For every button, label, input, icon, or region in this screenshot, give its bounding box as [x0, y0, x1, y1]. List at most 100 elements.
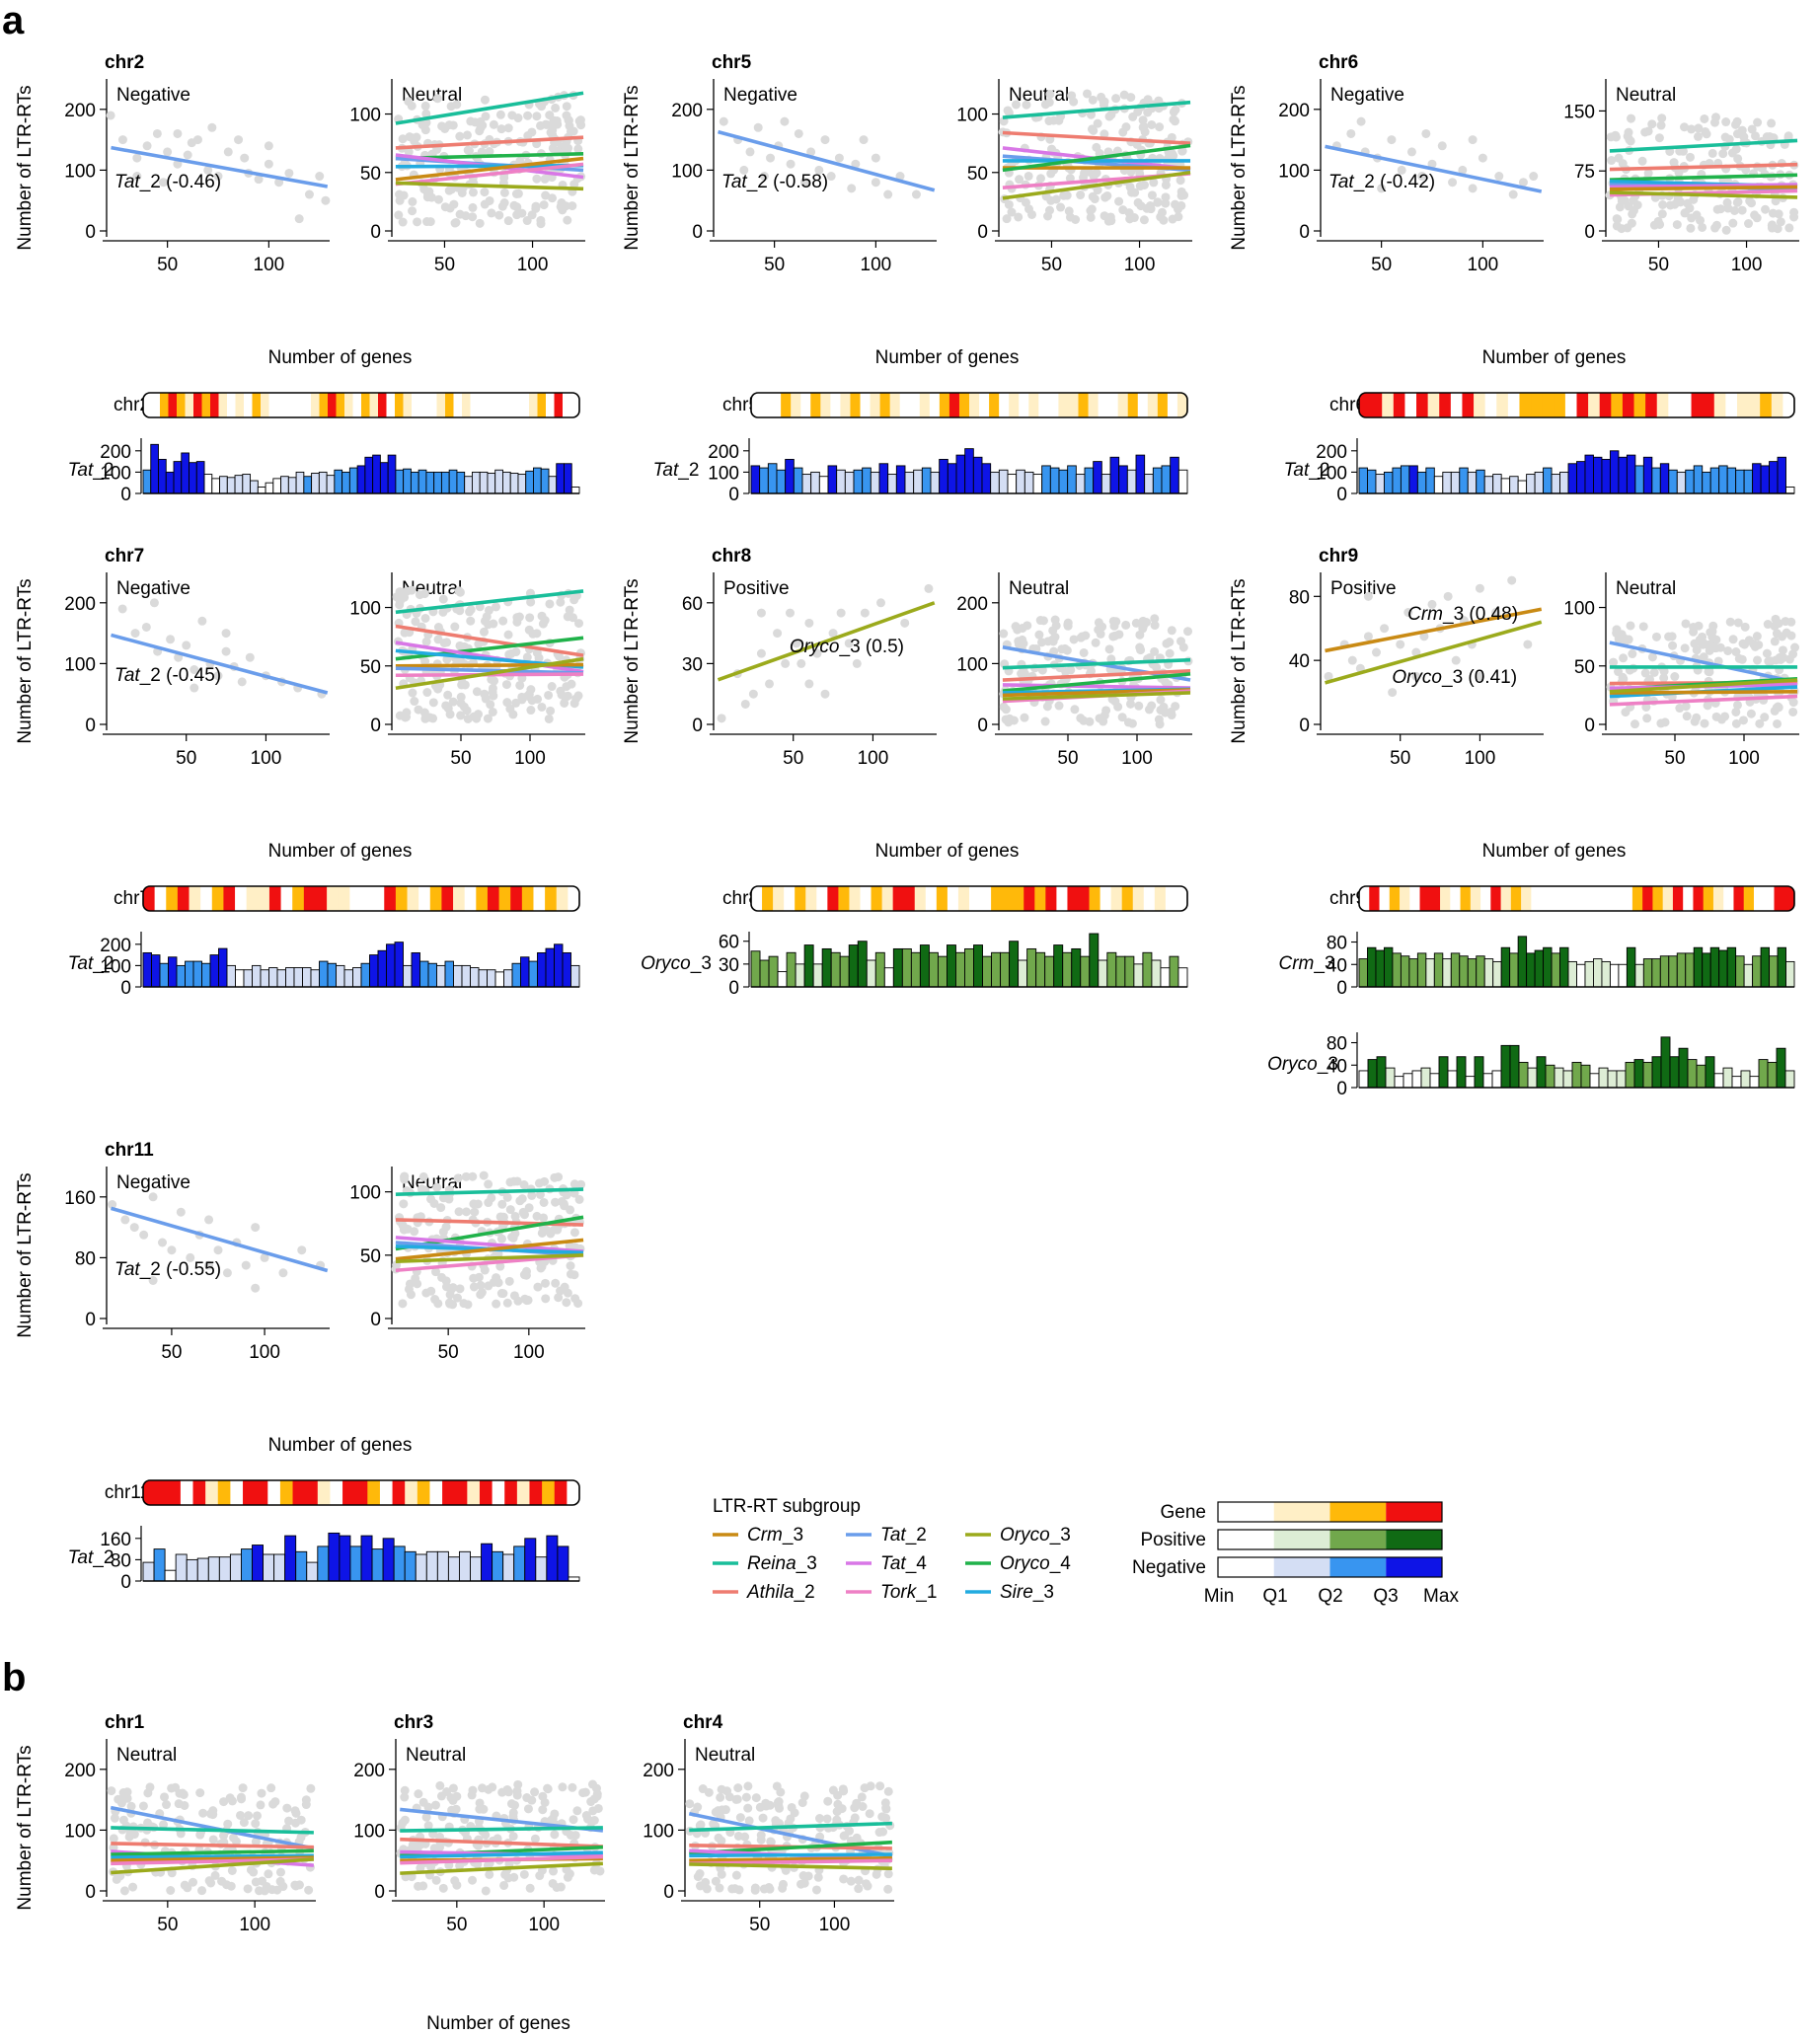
- ideogram-band: [143, 1480, 157, 1505]
- data-point: [498, 616, 508, 626]
- label-suffix-part: _3: [690, 953, 712, 974]
- data-point: [1023, 621, 1032, 631]
- data-point: [1324, 671, 1333, 681]
- ideogram-band: [498, 886, 511, 911]
- data-point: [523, 131, 533, 141]
- y-tick-label: 100: [349, 599, 381, 620]
- bar: [1696, 1064, 1706, 1089]
- data-point: [1118, 127, 1128, 137]
- bar: [234, 475, 244, 494]
- data-point: [693, 1802, 703, 1812]
- data-point: [1093, 118, 1102, 128]
- data-point: [1771, 614, 1781, 624]
- bar: [1634, 963, 1644, 988]
- bar: [1678, 1047, 1689, 1089]
- plot-category-title: Positive: [723, 578, 790, 599]
- ideogram-band: [168, 393, 178, 417]
- regression-line-oryco-3: [717, 601, 936, 682]
- ideogram-band: [352, 393, 362, 417]
- data-point: [1651, 632, 1661, 641]
- data-point: [1731, 647, 1741, 657]
- data-point: [811, 1885, 821, 1895]
- bar: [1071, 947, 1082, 988]
- ideogram-band: [879, 393, 891, 417]
- bar: [1598, 1067, 1609, 1089]
- scale-tick-label: Q3: [1373, 1586, 1398, 1607]
- bar: [1433, 952, 1444, 988]
- data-point: [871, 178, 880, 188]
- data-point: [500, 1869, 510, 1879]
- data-point: [1774, 703, 1783, 713]
- data-point: [1782, 628, 1791, 638]
- bar: [972, 456, 983, 494]
- bar: [1483, 958, 1494, 988]
- ideogram-band: [1507, 393, 1521, 417]
- ideogram-band: [567, 1480, 579, 1505]
- bar: [1616, 1070, 1627, 1089]
- data-point: [778, 1883, 788, 1893]
- data-point: [715, 1883, 724, 1893]
- data-point: [1788, 707, 1798, 716]
- ideogram-band: [1045, 886, 1057, 911]
- data-point: [1437, 141, 1447, 151]
- bar: [1651, 467, 1661, 494]
- regression-line-athila-2: [111, 1842, 314, 1849]
- bar: [1109, 456, 1120, 494]
- x-tick-label: 100: [1728, 748, 1760, 769]
- bar: [1500, 1044, 1511, 1089]
- data-point: [1685, 203, 1695, 213]
- bar: [1392, 467, 1402, 494]
- data-point: [1152, 662, 1162, 672]
- label-italic-part: Tat: [653, 460, 679, 481]
- bar: [211, 478, 220, 494]
- data-point: [453, 1173, 463, 1183]
- ideogram-band: [302, 393, 312, 417]
- data-point: [107, 1786, 116, 1796]
- label-italic-part: Oryco: [641, 953, 691, 974]
- regression-line-tork-1: [689, 1858, 892, 1866]
- data-point: [469, 1273, 479, 1283]
- data-point: [766, 1837, 776, 1847]
- data-point: [488, 707, 497, 716]
- data-point: [264, 159, 273, 169]
- ideogram-band: [160, 393, 170, 417]
- data-point: [540, 1278, 550, 1288]
- data-point: [1709, 642, 1719, 652]
- bar: [1726, 467, 1737, 494]
- data-point: [477, 1288, 487, 1298]
- data-point: [854, 1875, 864, 1885]
- data-point: [450, 622, 460, 632]
- data-point: [1091, 638, 1100, 647]
- bar: [306, 1561, 319, 1582]
- data-point: [695, 1821, 705, 1831]
- ideogram: [143, 886, 579, 911]
- ideogram-band: [470, 393, 480, 417]
- ideogram-band: [189, 886, 201, 911]
- data-point: [468, 212, 478, 222]
- data-point: [1765, 131, 1775, 141]
- data-point: [424, 187, 434, 196]
- bar: [196, 1557, 209, 1582]
- data-point: [126, 1801, 136, 1811]
- ideogram-band: [1599, 393, 1612, 417]
- data-point: [556, 597, 566, 607]
- bar: [260, 969, 269, 988]
- data-point: [1150, 614, 1160, 624]
- data-point: [741, 1792, 751, 1802]
- data-point: [1150, 646, 1160, 656]
- data-point: [1080, 168, 1090, 178]
- data-point: [515, 1196, 525, 1206]
- bar: [444, 960, 454, 988]
- data-point: [117, 135, 127, 145]
- data-point: [1171, 105, 1180, 114]
- ideogram-band: [492, 1480, 505, 1505]
- data-point: [1658, 199, 1668, 209]
- regression-line-athila-2: [1609, 162, 1798, 172]
- data-point: [208, 1835, 218, 1845]
- bar: [1642, 456, 1653, 494]
- bar: [1482, 1073, 1493, 1089]
- ideogram-band: [372, 886, 385, 911]
- bar: [1080, 955, 1091, 988]
- bar: [243, 969, 253, 988]
